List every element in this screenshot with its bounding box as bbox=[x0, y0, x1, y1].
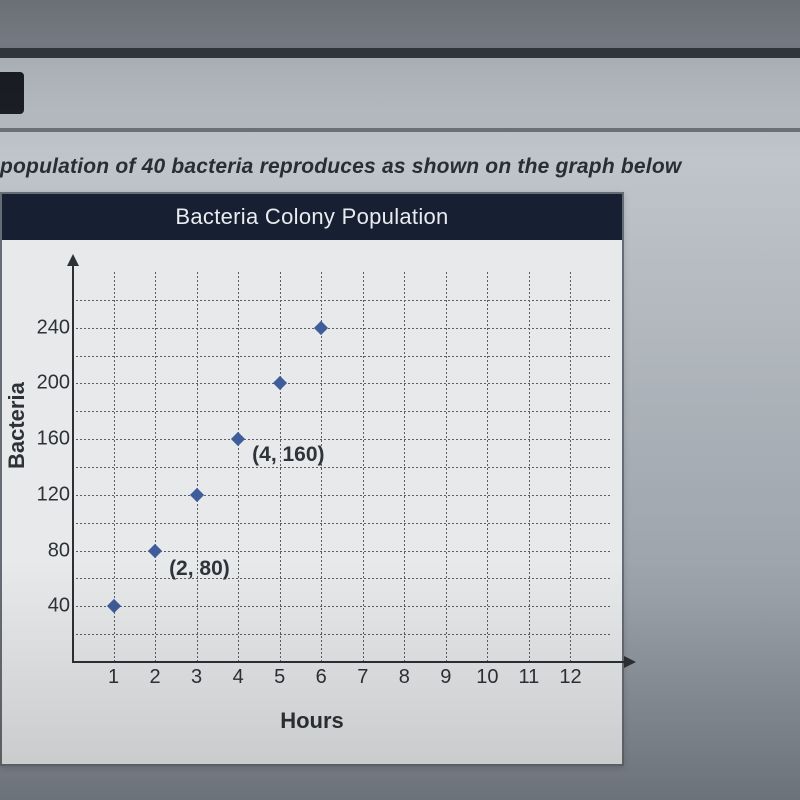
gridline-v bbox=[446, 272, 447, 662]
data-point bbox=[190, 488, 204, 502]
gridline-h bbox=[72, 328, 612, 329]
x-axis bbox=[72, 661, 626, 663]
x-tick-label: 9 bbox=[426, 666, 466, 689]
gridline-v bbox=[155, 272, 156, 662]
x-tick-label: 5 bbox=[260, 666, 300, 689]
gridline-h bbox=[72, 606, 612, 607]
gridline-v bbox=[238, 272, 239, 662]
y-axis-arrow bbox=[67, 254, 79, 266]
plot-area: (2, 80) (4, 160) bbox=[72, 272, 612, 662]
screenshot-root: population of 40 bacteria reproduces as … bbox=[0, 0, 800, 800]
x-tick-label: 11 bbox=[509, 666, 549, 689]
gridline-v bbox=[529, 272, 530, 662]
chart-card: Bacteria Colony Population Bacteria Hour… bbox=[0, 192, 624, 766]
x-tick-label: 10 bbox=[467, 666, 507, 689]
x-axis-arrow bbox=[624, 656, 636, 668]
gridline-v bbox=[404, 272, 405, 662]
y-tick-label: 80 bbox=[20, 539, 70, 562]
gridline-h bbox=[72, 495, 612, 496]
y-tick-label: 120 bbox=[20, 483, 70, 506]
x-tick-label: 7 bbox=[343, 666, 383, 689]
x-tick-label: 2 bbox=[135, 666, 175, 689]
gridline-h bbox=[72, 578, 612, 579]
y-axis bbox=[72, 260, 74, 662]
gridline-h bbox=[72, 439, 612, 440]
gridline-v bbox=[487, 272, 488, 662]
x-tick-label: 4 bbox=[218, 666, 258, 689]
gridline-h bbox=[72, 467, 612, 468]
data-point bbox=[314, 321, 328, 335]
x-tick-label: 12 bbox=[550, 666, 590, 689]
chart-title: Bacteria Colony Population bbox=[2, 194, 622, 240]
gridline-h bbox=[72, 523, 612, 524]
x-axis-label: Hours bbox=[2, 708, 622, 734]
gridline-h bbox=[72, 411, 612, 412]
toolbar-band bbox=[0, 58, 800, 128]
gridline-v bbox=[363, 272, 364, 662]
point-annotation: (2, 80) bbox=[169, 557, 230, 581]
data-point bbox=[148, 543, 162, 557]
data-point bbox=[231, 432, 245, 446]
gridline-v bbox=[570, 272, 571, 662]
y-tick-label: 240 bbox=[20, 316, 70, 339]
y-tick-label: 160 bbox=[20, 428, 70, 451]
y-axis-label: Bacteria bbox=[4, 382, 30, 469]
x-tick-label: 1 bbox=[94, 666, 134, 689]
data-point bbox=[273, 376, 287, 390]
window-divider-top bbox=[0, 48, 800, 58]
data-point bbox=[106, 599, 120, 613]
gridline-v bbox=[197, 272, 198, 662]
x-tick-label: 8 bbox=[384, 666, 424, 689]
gridline-h bbox=[72, 383, 612, 384]
x-tick-label: 3 bbox=[177, 666, 217, 689]
gridline-h bbox=[72, 634, 612, 635]
gridline-h bbox=[72, 356, 612, 357]
point-annotation: (4, 160) bbox=[252, 443, 324, 467]
question-text: population of 40 bacteria reproduces as … bbox=[0, 155, 800, 179]
y-tick-label: 40 bbox=[20, 595, 70, 618]
y-tick-label: 200 bbox=[20, 372, 70, 395]
x-tick-label: 6 bbox=[301, 666, 341, 689]
gridline-h bbox=[72, 300, 612, 301]
ui-knob bbox=[0, 72, 24, 114]
